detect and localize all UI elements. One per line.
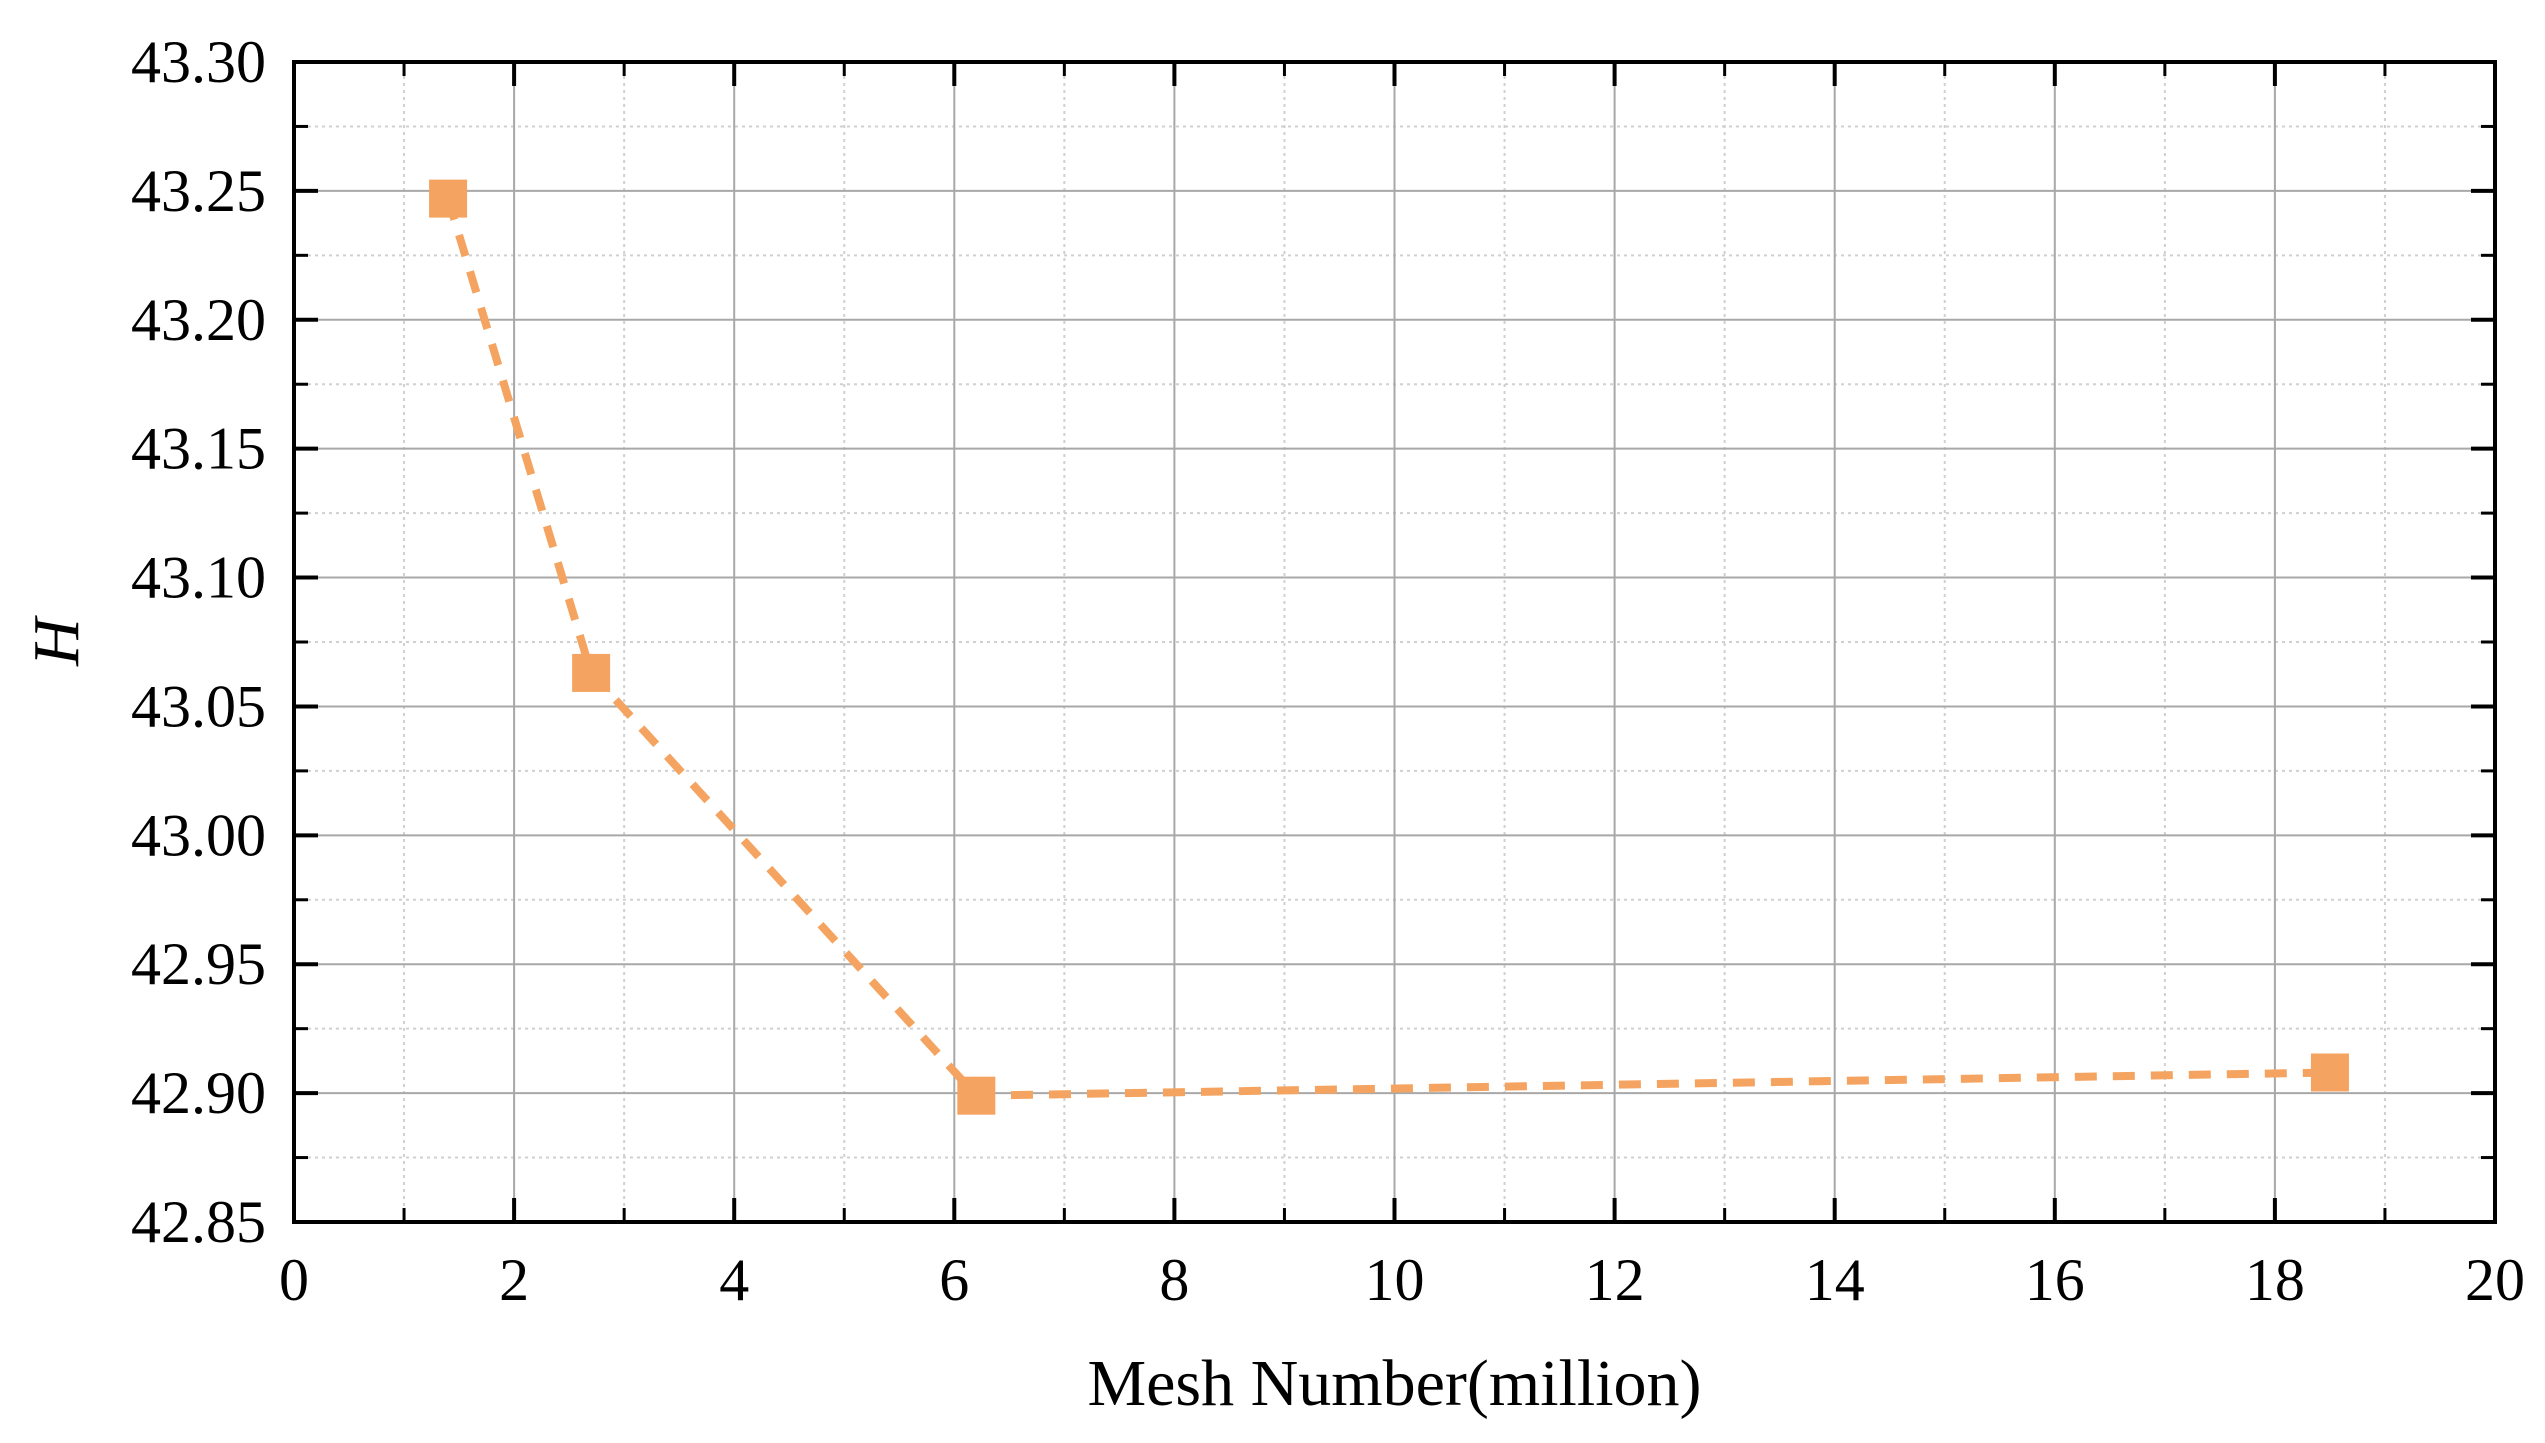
y-tick-label: 42.85 [131,1189,266,1255]
y-tick-label: 42.95 [131,931,266,997]
y-tick-label: 43.05 [131,673,266,739]
y-tick-label: 43.15 [131,416,266,482]
data-point-marker [957,1076,996,1115]
x-tick-label: 0 [279,1247,309,1313]
y-axis-title: H [20,615,93,667]
y-tick-label: 42.90 [131,1060,266,1126]
x-tick-label: 2 [499,1247,529,1313]
x-tick-label: 20 [2465,1247,2525,1313]
series-line [444,197,2330,1100]
y-tick-label: 43.30 [131,29,266,95]
data-point-marker [2310,1053,2349,1092]
y-tick-label: 43.25 [131,158,266,224]
x-tick-label: 12 [1585,1247,1645,1313]
x-tick-label: 8 [1159,1247,1189,1313]
x-tick-label: 18 [2245,1247,2305,1313]
x-tick-label: 14 [1805,1247,1865,1313]
y-tick-label: 43.20 [131,287,266,353]
x-tick-labels: 0 2 4 6 8 10 12 14 16 18 20 [279,1247,2525,1313]
series-layer [429,179,2349,1115]
data-point-marker [429,179,468,218]
axis-ticks [292,60,2497,1224]
y-tick-labels: 42.85 42.90 42.95 43.00 43.05 43.10 43.15 43.20… [131,29,266,1255]
y-tick-label: 43.00 [131,802,266,868]
x-tick-label: 4 [719,1247,749,1313]
x-tick-label: 16 [2025,1247,2085,1313]
x-tick-label: 6 [939,1247,969,1313]
data-point-marker [572,653,611,692]
x-axis-title: Mesh Number(million) [1087,1347,1701,1420]
y-tick-label: 43.10 [131,545,266,611]
x-tick-label: 10 [1365,1247,1425,1313]
